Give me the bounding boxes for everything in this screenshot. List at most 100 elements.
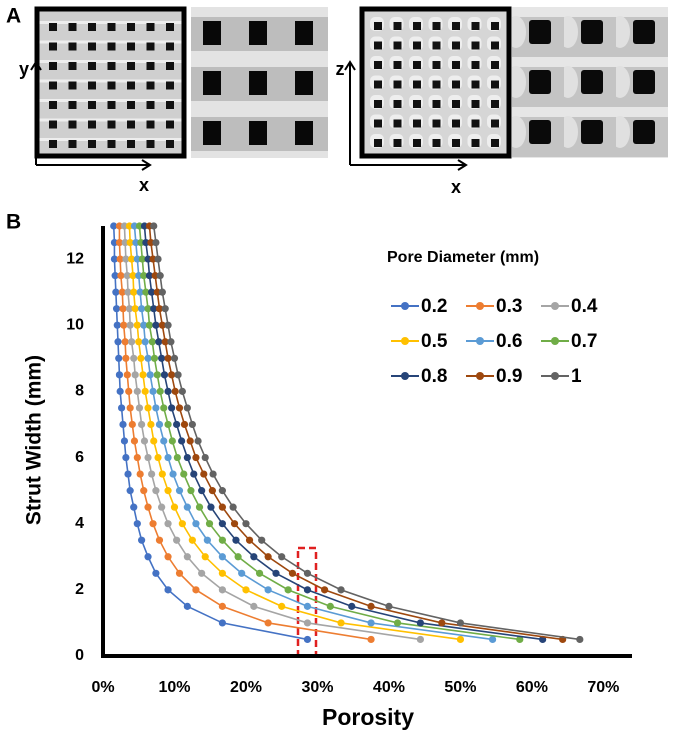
point [128, 420, 136, 429]
point [264, 586, 272, 594]
series [145, 222, 567, 644]
point [115, 222, 124, 230]
point [152, 569, 160, 577]
point [187, 487, 195, 495]
legend-label: 0.8 [421, 366, 447, 387]
point [393, 619, 402, 627]
point [124, 470, 132, 478]
point [133, 387, 141, 395]
point [140, 222, 149, 230]
point [142, 238, 150, 247]
point [142, 288, 150, 296]
point [141, 387, 149, 395]
point [133, 255, 141, 263]
legend-label: 0.2 [421, 296, 447, 317]
point [121, 238, 129, 247]
point [303, 586, 312, 594]
point [218, 586, 226, 594]
legend-marker [401, 302, 409, 310]
point [110, 238, 119, 247]
point [164, 520, 172, 528]
point [132, 238, 140, 247]
x-tick-label: 70% [587, 679, 619, 696]
scaffold-top-view [34, 6, 187, 159]
point [117, 272, 125, 280]
point [232, 536, 240, 544]
point [122, 255, 130, 263]
y-tick-label: 10 [66, 316, 84, 333]
point [188, 420, 196, 429]
point [116, 255, 124, 263]
point [139, 371, 147, 379]
point [136, 288, 144, 296]
point [367, 602, 375, 610]
point [120, 437, 129, 445]
point [155, 536, 164, 544]
point [136, 470, 144, 478]
point [203, 536, 211, 544]
point [148, 470, 156, 478]
point [156, 387, 164, 395]
point [218, 619, 226, 627]
x-axis-title: Porosity [322, 704, 414, 730]
point [149, 387, 157, 395]
axis-letter: y [19, 59, 29, 79]
point [183, 404, 191, 412]
point [131, 305, 139, 313]
legend-marker [476, 337, 484, 345]
point [164, 553, 172, 561]
point [170, 354, 179, 362]
point [150, 222, 158, 230]
point [144, 404, 152, 412]
point [127, 255, 136, 263]
point [576, 635, 584, 644]
point [250, 553, 258, 561]
point [144, 354, 152, 362]
point [288, 569, 297, 577]
point [150, 305, 158, 313]
point [183, 453, 191, 462]
point [130, 437, 139, 445]
point [154, 453, 162, 462]
point [150, 437, 158, 445]
series [125, 222, 465, 644]
point [303, 635, 312, 644]
point [127, 338, 136, 346]
point [200, 470, 208, 478]
point [264, 553, 272, 561]
y-tick-label: 12 [66, 250, 84, 267]
point [144, 503, 152, 511]
legend-marker [476, 372, 484, 380]
point [198, 569, 206, 577]
point [144, 453, 152, 462]
point [385, 602, 393, 610]
point [153, 371, 161, 379]
point [158, 470, 166, 478]
point [164, 487, 172, 495]
point [144, 305, 152, 313]
point [158, 354, 166, 362]
legend-label: 1 [571, 366, 582, 387]
series [130, 222, 497, 644]
x-tick-label: 20% [230, 679, 262, 696]
point [192, 453, 200, 462]
point [192, 520, 200, 528]
point [272, 569, 280, 577]
point [164, 387, 172, 395]
series [110, 222, 312, 644]
point [190, 470, 198, 478]
point [140, 437, 149, 445]
point [130, 503, 138, 511]
point [111, 272, 119, 280]
point [126, 487, 134, 495]
point [145, 272, 154, 280]
point [133, 520, 141, 528]
point [367, 635, 375, 644]
point [171, 387, 179, 395]
point [120, 321, 128, 329]
legend-label: 0.3 [496, 296, 522, 317]
legend-title: Pore Diameter (mm) [387, 249, 539, 266]
point [234, 553, 242, 561]
point [367, 619, 375, 627]
point [147, 420, 155, 429]
